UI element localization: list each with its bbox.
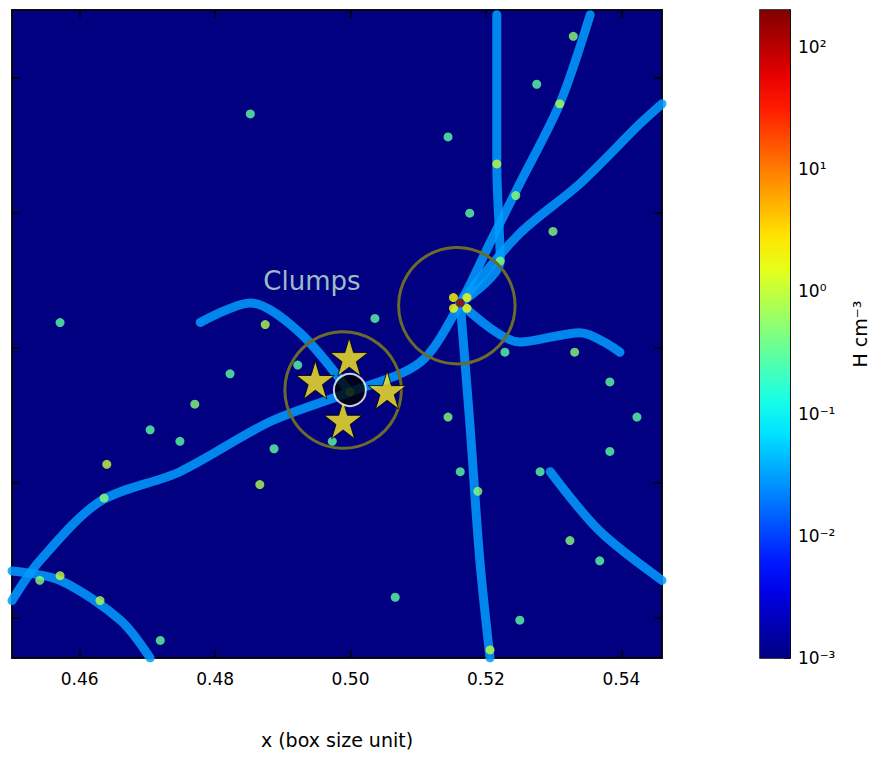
svg-text:0.50: 0.50: [332, 669, 370, 689]
svg-text:10⁻¹: 10⁻¹: [798, 404, 835, 424]
svg-text:10⁻²: 10⁻²: [798, 526, 835, 546]
svg-text:x (box size unit): x (box size unit): [261, 729, 413, 751]
svg-text:Clumps: Clumps: [263, 266, 360, 296]
svg-text:H cm⁻³: H cm⁻³: [849, 301, 871, 368]
svg-text:10⁰: 10⁰: [798, 281, 827, 301]
svg-text:0.52: 0.52: [467, 669, 505, 689]
svg-text:10¹: 10¹: [798, 159, 826, 179]
svg-text:0.46: 0.46: [61, 669, 99, 689]
svg-text:10²: 10²: [798, 37, 826, 57]
svg-text:10⁻³: 10⁻³: [798, 648, 835, 668]
svg-text:0.54: 0.54: [602, 669, 640, 689]
svg-text:0.48: 0.48: [196, 669, 234, 689]
